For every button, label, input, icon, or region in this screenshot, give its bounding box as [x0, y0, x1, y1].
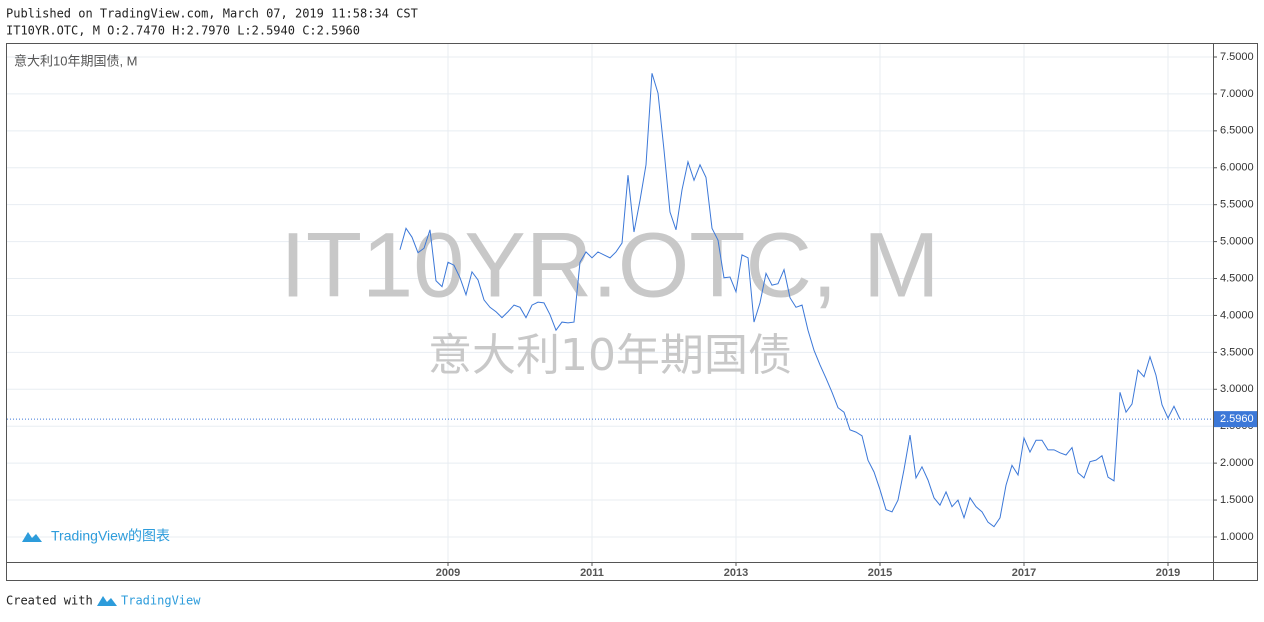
- symbol-line: IT10YR.OTC, M O:2.7470 H:2.7970 L:2.5940…: [6, 24, 360, 38]
- y-tick-label: 7.0000: [1220, 88, 1254, 100]
- y-tick-label: 3.0000: [1220, 383, 1254, 395]
- y-tick-label: 6.0000: [1220, 162, 1254, 174]
- y-tick-label: 5.5000: [1220, 199, 1254, 211]
- watermark-subtitle: 意大利10年期国债: [428, 330, 792, 381]
- footer-brand[interactable]: TradingView: [121, 594, 201, 608]
- watermark: IT10YR.OTC, M: [280, 214, 939, 316]
- created-with: Created with: [6, 594, 93, 608]
- y-tick-label: 5.0000: [1220, 236, 1254, 248]
- y-tick-label: 4.5000: [1220, 272, 1254, 284]
- chart-frame: [6, 43, 1258, 581]
- published-line: Published on TradingView.com, March 07, …: [6, 7, 418, 21]
- y-tick-label: 3.5000: [1220, 346, 1254, 358]
- x-tick-label: 2015: [868, 567, 892, 579]
- price-line: [399, 73, 1181, 528]
- last-price-box: [1214, 411, 1257, 428]
- last-price-label: 2.5960: [1220, 413, 1254, 425]
- y-tick-label: 2.0000: [1220, 457, 1254, 469]
- y-tick-label: 1.0000: [1220, 531, 1254, 543]
- x-tick-label: 2009: [436, 567, 460, 579]
- x-tick-label: 2013: [724, 567, 748, 579]
- y-tick-label: 6.5000: [1220, 125, 1254, 137]
- logo-icon: [22, 532, 42, 542]
- footer-logo-icon: [97, 596, 117, 606]
- grid: [7, 44, 1213, 562]
- x-tick-label: 2019: [1156, 567, 1180, 579]
- x-tick-label: 2011: [580, 567, 604, 579]
- logo-text[interactable]: TradingView的图表: [51, 528, 170, 544]
- y-tick-label: 4.0000: [1220, 309, 1254, 321]
- y-tick-label: 1.5000: [1220, 494, 1254, 506]
- y-tick-label: 7.5000: [1220, 51, 1254, 63]
- legend-title: 意大利10年期国债, M: [14, 53, 138, 68]
- x-tick-label: 2017: [1012, 567, 1036, 579]
